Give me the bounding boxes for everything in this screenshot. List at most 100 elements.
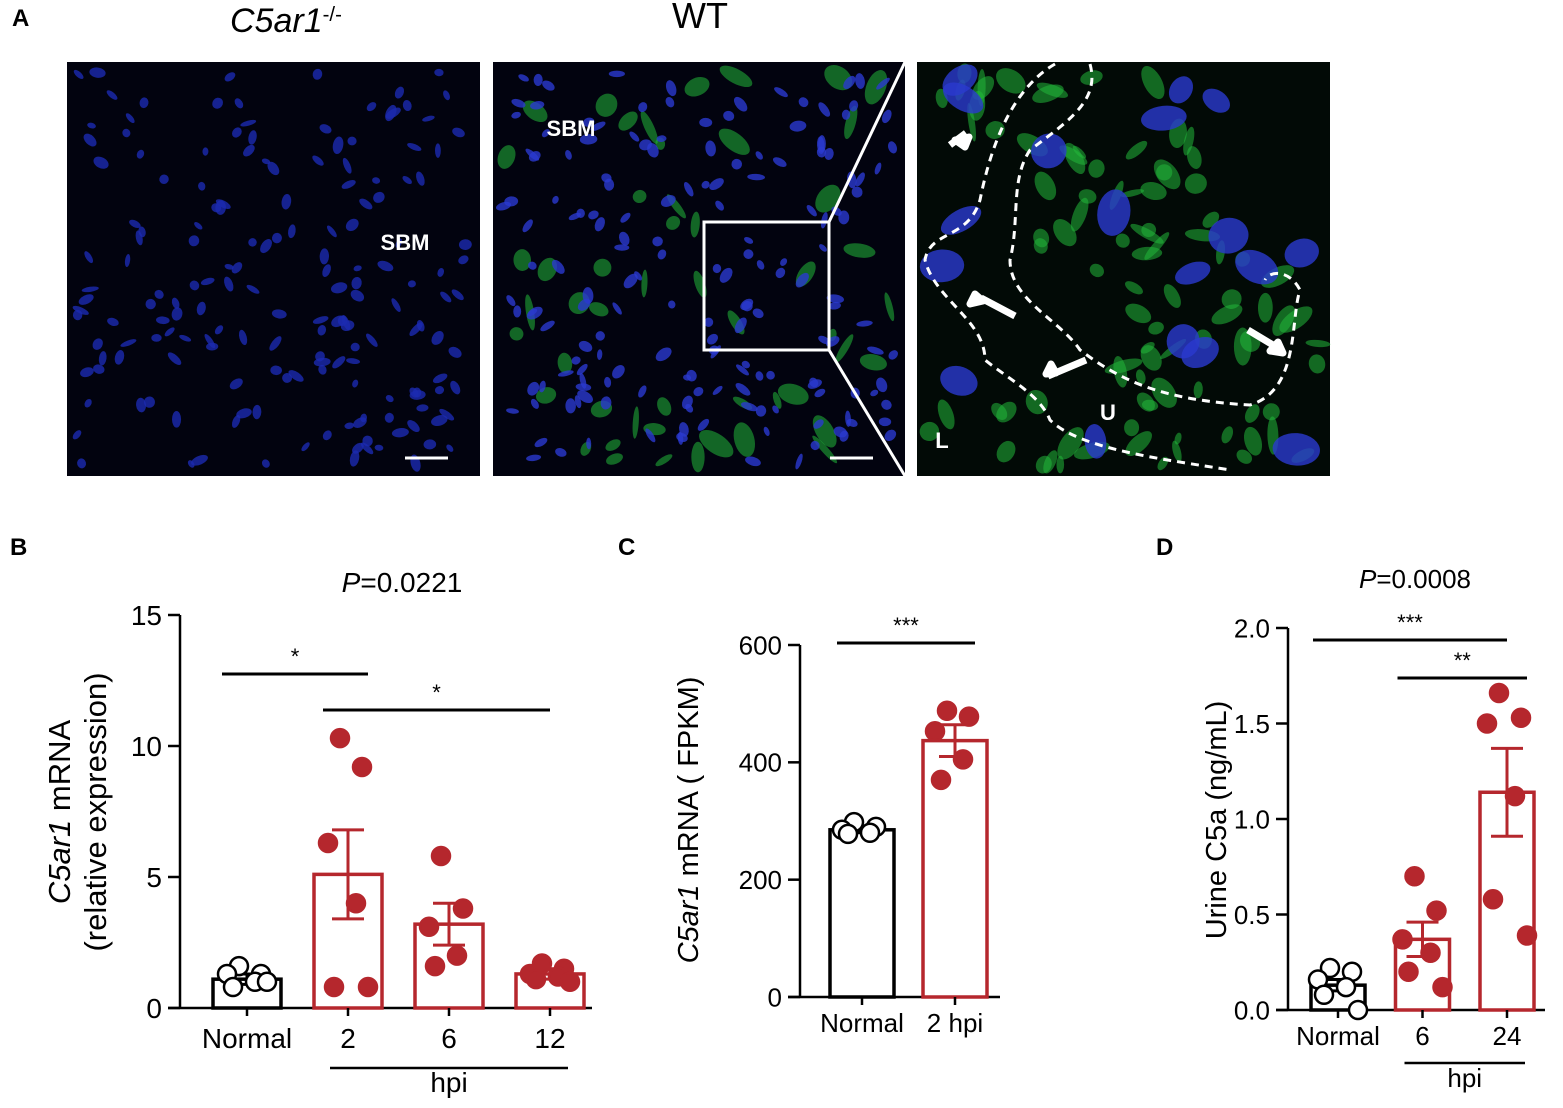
nucleus [214,325,224,335]
nucleus [77,458,87,469]
nucleus [571,356,581,365]
nucleus [191,454,208,466]
texture [1163,284,1181,308]
nucleus [683,181,694,197]
data-point [837,823,859,845]
nucleus [332,356,346,369]
texture [1032,84,1064,103]
nucleus [814,388,826,398]
nucleus [526,306,543,320]
texture [996,68,1026,94]
nucleus [282,373,293,383]
nucleus [1168,76,1194,104]
nucleus [243,144,255,157]
texture [640,111,658,144]
texture [1236,449,1253,464]
nucleus [597,349,603,360]
nucleus [525,148,540,161]
texture [606,453,623,465]
text-run: Urine C5a (ng/mL) [1201,701,1233,940]
nucleus [743,249,754,259]
nucleus [579,372,587,389]
nucleus [579,134,598,145]
bar [828,828,896,999]
nucleus [534,437,548,448]
nucleus [506,408,519,414]
nucleus [353,417,367,428]
texture [1057,427,1084,460]
text-run: =0.0008 [1376,564,1471,594]
region-label: U [1100,400,1116,425]
genotype-label: C5ar1-/- [230,2,342,40]
nucleus [422,115,435,122]
nucleus [855,73,865,89]
data-point [430,845,452,867]
nucleus [93,156,109,169]
nucleus [533,73,543,86]
texture [733,422,756,457]
nucleus [124,254,131,268]
x-tick-label: 6 [1415,1021,1429,1051]
nucleus [594,217,605,232]
nucleus [943,82,984,114]
nucleus [224,263,234,270]
nucleus [775,267,786,279]
nucleus [638,102,648,113]
nucleus [269,336,282,351]
y-tick-label: 0.0 [1234,995,1270,1025]
x-tick-label: 24 [1493,1021,1522,1051]
nucleus [867,346,884,355]
nucleus [819,244,827,252]
texture [1131,246,1163,261]
nucleus [719,267,733,283]
data-point [525,968,547,990]
texture [1184,173,1207,194]
nucleus [701,180,710,189]
nucleus [434,143,441,158]
data-point [1476,713,1498,734]
nucleus [446,444,454,452]
texture [719,65,753,88]
nucleus [145,298,156,310]
nucleus [431,415,448,427]
data-point [1420,942,1441,963]
nucleus [385,394,394,403]
texture [690,211,700,238]
nucleus [326,225,337,238]
region-label: L [935,428,948,453]
nucleus [876,77,890,90]
nucleus [312,316,329,324]
text-run: -/- [323,4,342,26]
y-tick-label: 0 [768,982,782,1012]
data-point [958,706,980,727]
nucleus [772,405,779,414]
texture [859,353,887,371]
data-point [559,971,581,993]
significance-label: * [291,644,300,669]
y-tick-label: 5 [146,862,162,893]
nucleus [511,111,521,119]
texture [1148,321,1164,335]
texture [772,391,782,409]
nucleus [828,302,841,310]
texture [655,454,673,467]
nucleus [506,295,516,307]
texture [1089,263,1104,278]
nucleus [120,339,137,347]
region-label: SBM [381,230,430,255]
nucleus [565,398,576,414]
nucleus [84,251,94,264]
data-point [256,971,278,993]
texture [657,397,672,416]
nucleus [372,177,381,184]
data-point [952,749,974,770]
y-tick-label: 400 [739,748,782,778]
nucleus [614,244,630,251]
nucleus [1181,336,1219,369]
nucleus [590,121,606,132]
nucleus [151,334,162,342]
nucleus [798,97,809,108]
text-run: =0.0221 [360,567,462,598]
nucleus [353,265,362,272]
